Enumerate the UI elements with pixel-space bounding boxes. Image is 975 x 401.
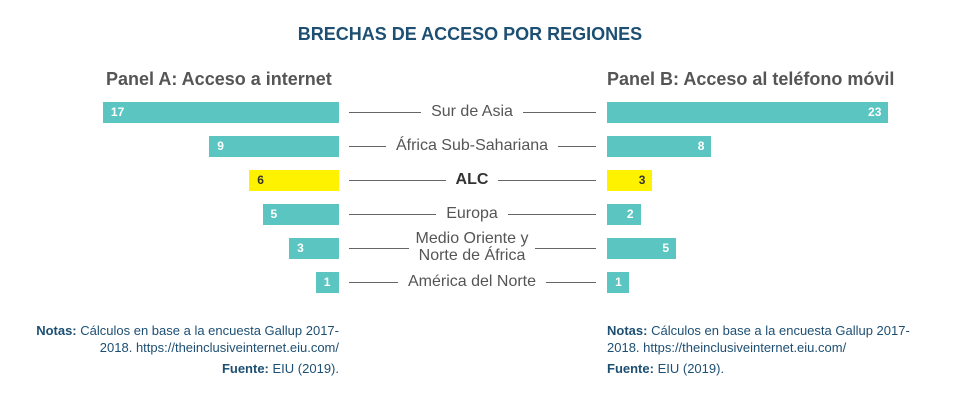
panel-b-title: Panel B: Acceso al teléfono móvil [607, 69, 895, 89]
bar-panel-a: 1 [315, 272, 339, 293]
notes-text-2: 2018. https://theinclusiveinternet.eiu.c… [607, 340, 847, 355]
bar-panel-b: 23 [607, 102, 889, 123]
notes-left: Notas: Cálculos en base a la encuesta Ga… [22, 322, 339, 377]
notes-label: Notas: [607, 323, 648, 338]
source-label: Fuente: [607, 361, 654, 376]
bar-panel-a: 5 [262, 204, 339, 225]
notes-text: Cálculos en base a la encuesta Gallup 20… [651, 323, 910, 338]
category-label: Europa [352, 204, 592, 222]
source-label: Fuente: [221, 361, 269, 376]
chart-title: BRECHAS DE ACCESO POR REGIONES [297, 24, 643, 44]
notes-right: Notas: Cálculos en base a la encuesta Ga… [607, 322, 947, 377]
bar-panel-a: 9 [209, 136, 339, 157]
bar-panel-b: 1 [607, 272, 629, 293]
category-label: América del Norte [352, 272, 592, 290]
bar-panel-b: 8 [607, 136, 712, 157]
notes-label: Notas: [36, 323, 77, 338]
bar-panel-a: 6 [249, 170, 339, 191]
source-text: EIU (2019). [272, 361, 339, 376]
bar-panel-b: 2 [607, 204, 641, 225]
bar-panel-a: 17 [102, 102, 339, 123]
category-label: Medio Oriente y Norte de África [352, 230, 592, 264]
notes-text: Cálculos en base a la encuesta Gallup 20… [80, 323, 339, 338]
category-label: ALC [352, 170, 592, 188]
source-text: EIU (2019). [657, 361, 725, 376]
notes-text-2: 2018. https://theinclusiveinternet.eiu.c… [99, 340, 339, 355]
bar-panel-b: 3 [607, 170, 653, 191]
category-label: África Sub-Sahariana [352, 136, 592, 154]
category-label: Sur de Asia [352, 102, 592, 120]
bar-panel-b: 5 [607, 238, 676, 259]
bar-panel-a: 3 [289, 238, 339, 259]
panel-a-title: Panel A: Acceso a internet [106, 69, 332, 89]
